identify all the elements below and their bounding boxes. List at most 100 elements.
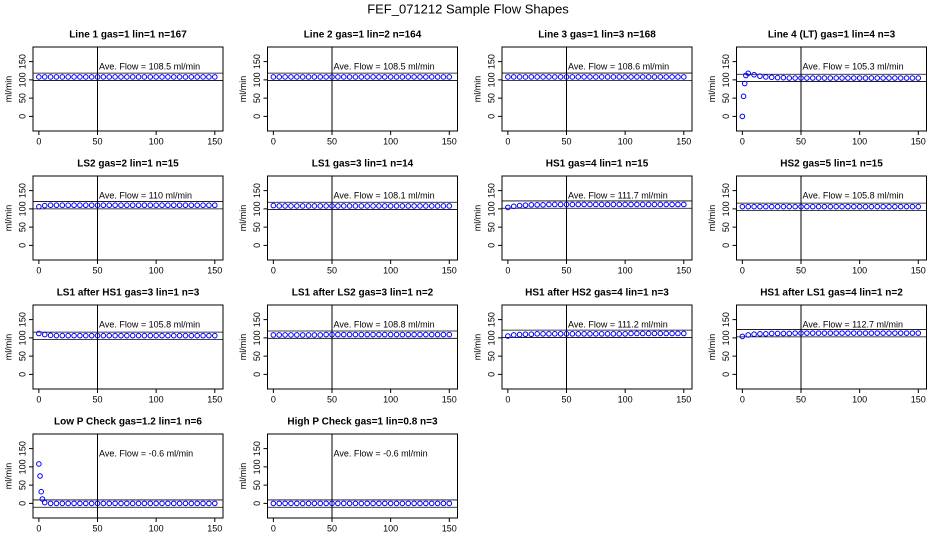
point (71, 500, 77, 507)
point (364, 500, 370, 507)
point (850, 330, 857, 336)
point (370, 74, 376, 80)
point (593, 74, 599, 80)
x-tick-label: 150 (207, 136, 222, 146)
y-tick-label: 50 (17, 351, 27, 361)
point (417, 74, 423, 80)
point (446, 331, 453, 338)
plot-frame (32, 433, 224, 519)
point (106, 202, 113, 209)
annotation: Ave. Flow = 105.8 ml/min (99, 319, 200, 329)
point (82, 74, 89, 80)
point (757, 203, 763, 210)
annotation: Ave. Flow = 112.7 ml/min (803, 319, 903, 329)
point (581, 331, 587, 337)
point (323, 331, 329, 338)
point (53, 202, 60, 209)
plot-frame (501, 175, 693, 261)
point (528, 202, 535, 208)
point (516, 202, 523, 209)
x-tick-label: 150 (442, 394, 457, 404)
point (651, 74, 658, 80)
point (634, 201, 640, 208)
point (53, 332, 60, 339)
y-axis-label: ml/min (3, 205, 13, 232)
point (188, 500, 195, 507)
point (587, 74, 593, 80)
point (399, 331, 406, 338)
annotation: Ave. Flow = 111.2 ml/min (568, 319, 668, 329)
point (288, 74, 294, 80)
x-tick-label: 100 (852, 394, 867, 404)
y-tick-label: 0 (17, 114, 27, 119)
point (211, 202, 218, 209)
point (47, 202, 54, 209)
point (915, 203, 922, 210)
point (323, 74, 329, 80)
point (645, 330, 652, 337)
point (147, 202, 154, 209)
point (763, 74, 769, 80)
point (522, 331, 529, 338)
point (757, 331, 763, 337)
point (352, 331, 359, 338)
point (546, 331, 552, 337)
point (211, 500, 218, 507)
point (880, 75, 886, 81)
point (780, 74, 787, 81)
annotation: Ave. Flow = 111.7 ml/min (568, 190, 668, 200)
point (680, 201, 687, 208)
y-tick-label: 100 (721, 330, 731, 345)
point (346, 500, 353, 507)
point (112, 74, 118, 80)
y-tick-label: 100 (252, 459, 262, 474)
point (874, 330, 881, 336)
point (399, 74, 406, 80)
y-tick-label: 0 (252, 501, 262, 506)
point (135, 74, 142, 80)
y-tick-label: 100 (252, 72, 262, 87)
point (159, 202, 165, 209)
point (94, 74, 101, 80)
x-tick-label: 0 (271, 523, 276, 533)
point (651, 330, 658, 337)
point (153, 332, 159, 339)
point (903, 203, 910, 210)
x-tick-label: 150 (207, 265, 222, 275)
y-tick-label: 50 (721, 93, 731, 103)
point (628, 330, 634, 337)
point (165, 332, 171, 339)
point (129, 332, 136, 339)
point (159, 74, 165, 80)
point (393, 331, 400, 338)
point (88, 74, 95, 80)
point (616, 331, 623, 337)
point (59, 202, 66, 209)
point (182, 202, 189, 209)
point (335, 500, 341, 507)
point (892, 75, 898, 81)
y-tick-label: 100 (486, 201, 496, 216)
point (639, 201, 646, 208)
point (118, 74, 124, 80)
y-tick-label: 0 (721, 114, 731, 119)
point (845, 203, 851, 210)
x-tick-label: 0 (505, 394, 510, 404)
point (563, 74, 570, 80)
y-tick-label: 150 (721, 54, 731, 69)
point (540, 331, 546, 337)
point (833, 330, 839, 336)
point (405, 74, 412, 80)
x-tick-label: 100 (618, 394, 633, 404)
plot-frame (267, 433, 458, 519)
y-tick-label: 0 (721, 243, 731, 248)
point (657, 74, 664, 80)
annotation: Ave. Flow = 110 ml/min (99, 190, 192, 200)
point (892, 330, 898, 336)
point (434, 203, 441, 209)
point (141, 500, 148, 507)
y-tick-label: 150 (252, 183, 262, 198)
point (809, 75, 816, 81)
point (446, 203, 453, 209)
point (147, 74, 154, 80)
